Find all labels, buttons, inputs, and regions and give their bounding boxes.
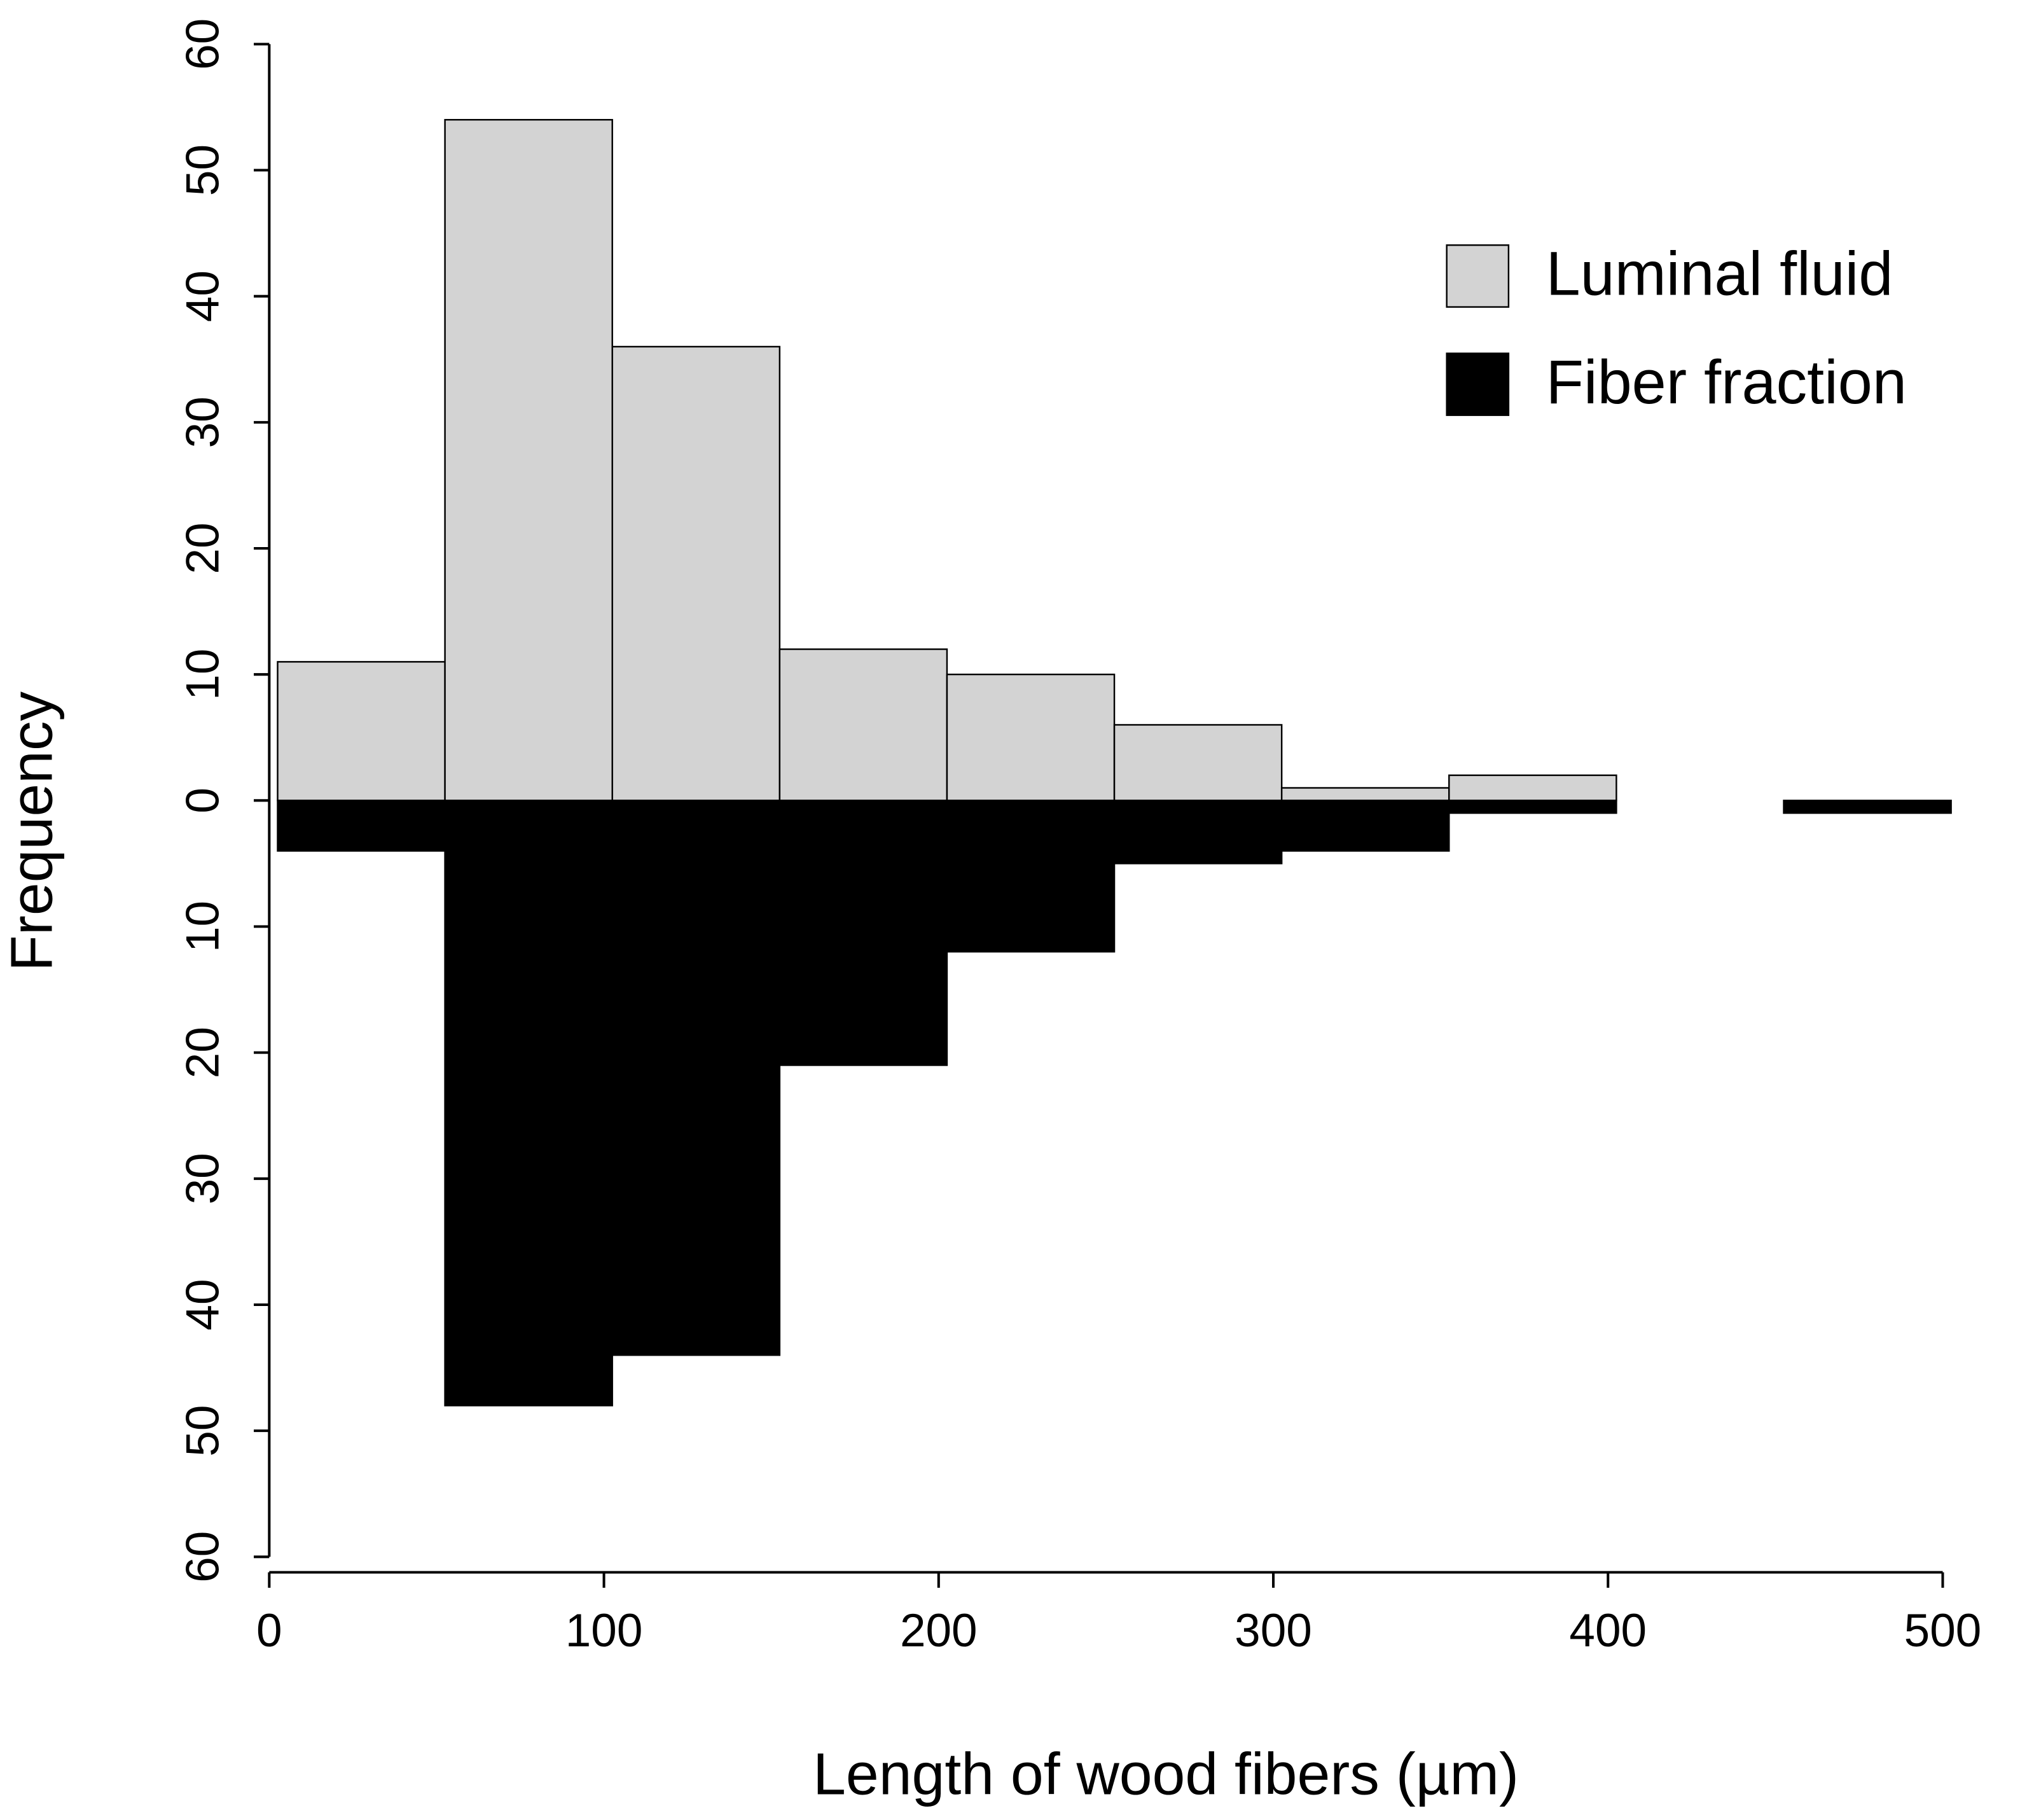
legend-swatch (1446, 352, 1510, 416)
histogram-bar (1113, 800, 1283, 865)
histogram-bar (611, 800, 781, 1356)
y-tick-label: 10 (177, 649, 228, 700)
histogram-bar (778, 648, 948, 802)
y-tick-label: 20 (177, 522, 228, 574)
histogram-bar (1783, 800, 1952, 814)
y-tick-label: 60 (177, 18, 228, 70)
y-tick-label: 50 (177, 1405, 228, 1457)
histogram-bar (444, 800, 613, 1407)
histogram-bar (1448, 800, 1617, 814)
y-tick-label: 30 (177, 396, 228, 448)
histogram-bar (277, 661, 446, 802)
y-axis-title: Frequency (0, 691, 64, 971)
x-axis-title: Length of wood fibers (µm) (813, 1740, 1519, 1807)
x-tick-label: 100 (565, 1605, 643, 1657)
histogram-bar (778, 800, 948, 1066)
x-tick-label: 400 (1569, 1605, 1647, 1657)
x-tick-label: 200 (900, 1605, 978, 1657)
x-tick-label: 0 (256, 1605, 282, 1657)
histogram-bar (1280, 787, 1450, 802)
y-tick-label: 30 (177, 1153, 228, 1204)
y-tick-label: 10 (177, 901, 228, 952)
x-tick-label: 500 (1904, 1605, 1982, 1657)
x-tick-label: 300 (1235, 1605, 1312, 1657)
histogram-bar (946, 673, 1116, 802)
histogram-bar (946, 800, 1116, 953)
histogram-bar (277, 800, 446, 852)
legend-swatch (1446, 244, 1510, 308)
histogram-bar (444, 119, 613, 802)
histogram-bar (1280, 800, 1450, 852)
y-tick-label: 40 (177, 1279, 228, 1330)
histogram-bar (611, 345, 781, 802)
y-tick-label: 60 (177, 1531, 228, 1583)
histogram-bar (1448, 774, 1617, 802)
y-tick-label: 40 (177, 270, 228, 322)
histogram-bar (1113, 724, 1283, 802)
legend-label: Fiber fraction (1546, 347, 1907, 417)
y-tick-label: 0 (177, 788, 228, 814)
y-tick-label: 20 (177, 1027, 228, 1078)
y-tick-label: 50 (177, 144, 228, 196)
legend-label: Luminal fluid (1546, 239, 1893, 309)
